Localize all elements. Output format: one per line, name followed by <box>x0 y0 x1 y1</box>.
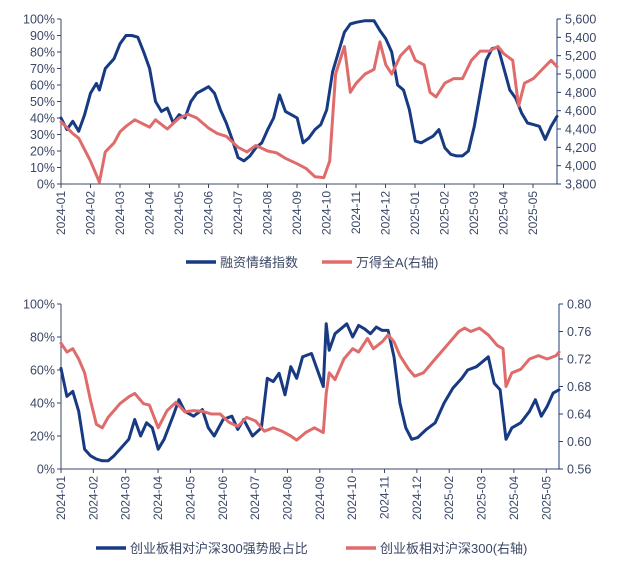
x-tick-label: 2024-03 <box>119 476 133 520</box>
x-tick-label: 2024-05 <box>183 476 197 520</box>
series-line-right-axis <box>59 326 561 442</box>
y-left-tick-label: 80% <box>30 331 55 345</box>
y-right-tick-label: 0.76 <box>567 325 591 339</box>
legend-label: 万得全A(右轴) <box>356 255 438 270</box>
y-left-tick-label: 30% <box>30 128 55 142</box>
y-right-tick-label: 5,000 <box>565 68 596 82</box>
y-right-tick-label: 0.64 <box>567 408 591 422</box>
y-right-tick-label: 4,000 <box>565 159 596 173</box>
legend-label: 融资情绪指数 <box>220 255 298 270</box>
x-tick-label: 2024-10 <box>320 191 334 235</box>
x-tick-label: 2024-02 <box>84 191 98 235</box>
x-tick-label: 2024-09 <box>313 476 327 520</box>
y-left-tick-label: 60% <box>30 364 55 378</box>
y-left-tick-label: 10% <box>30 161 55 175</box>
x-tick-label: 2024-03 <box>113 191 127 235</box>
legend-label: 创业板相对沪深300(右轴) <box>380 541 527 556</box>
legend-label: 创业板相对沪深300强势股占比 <box>130 541 308 556</box>
y-right-tick-label: 0.68 <box>567 380 591 394</box>
x-tick-label: 2024-11 <box>378 476 392 519</box>
financing-sentiment-chart: 0% 10% 20% 30% 40% 50% 60% 70% 80% 90% 100% 3,800 4,… <box>23 13 596 271</box>
x-tick-label: 2025-01 <box>408 191 422 235</box>
x-tick-label: 2025-04 <box>497 191 511 235</box>
y-left-tick-label: 40% <box>30 397 55 411</box>
y-left-tick-label: 60% <box>30 79 55 93</box>
y-left-tick-label: 0% <box>37 463 55 477</box>
chinext-strength-chart: 0% 20% 40% 60% 80% 100% 0.56 0.60 0.64 0.68 0.72 0.… <box>23 298 591 557</box>
x-tick-label: 2024-10 <box>345 476 359 520</box>
x-tick-label: 2025-02 <box>438 191 452 235</box>
x-tick-label: 2025-03 <box>467 191 481 235</box>
y-right-tick-label: 3,800 <box>565 178 596 192</box>
x-tick-label: 2024-12 <box>410 476 424 520</box>
x-tick-label: 2024-06 <box>202 191 216 235</box>
x-tick-label: 2024-01 <box>54 191 68 235</box>
series-line-right-axis <box>59 40 559 184</box>
x-tick-label: 2024-08 <box>280 476 294 520</box>
y-right-tick-label: 5,600 <box>565 13 596 27</box>
y-left-tick-label: 80% <box>30 46 55 60</box>
x-tick-label: 2024-04 <box>143 191 157 235</box>
y-left-tick-label: 100% <box>23 13 55 27</box>
y-right-tick-label: 5,200 <box>565 49 596 63</box>
x-tick-label: 2024-07 <box>231 191 245 235</box>
x-tick-label: 2024-04 <box>151 476 165 520</box>
y-right-tick-label: 0.80 <box>567 298 591 312</box>
y-left-tick-label: 20% <box>30 430 55 444</box>
y-left-tick-label: 50% <box>30 95 55 109</box>
y-right-tick-label: 0.72 <box>567 353 591 367</box>
series-line-left-axis <box>59 19 559 163</box>
y-right-tick-label: 4,400 <box>565 123 596 137</box>
y-left-tick-label: 0% <box>37 178 55 192</box>
y-left-tick-label: 70% <box>30 62 55 76</box>
x-tick-label: 2025-02 <box>442 476 456 520</box>
series-line-left-axis <box>59 322 561 463</box>
x-tick-label: 2024-08 <box>261 191 275 235</box>
y-right-tick-label: 4,600 <box>565 104 596 118</box>
y-left-tick-label: 100% <box>23 298 55 312</box>
x-tick-label: 2025-05 <box>539 476 553 520</box>
y-left-tick-label: 20% <box>30 145 55 159</box>
x-tick-label: 2024-11 <box>349 191 363 234</box>
x-tick-label: 2024-06 <box>216 476 230 520</box>
y-right-tick-label: 0.56 <box>567 463 591 477</box>
x-tick-label: 2025-04 <box>507 476 521 520</box>
y-right-tick-label: 0.60 <box>567 435 591 449</box>
x-tick-label: 2024-09 <box>290 191 304 235</box>
x-tick-label: 2025-03 <box>475 476 489 520</box>
y-right-tick-label: 4,200 <box>565 141 596 155</box>
y-right-tick-label: 4,800 <box>565 86 596 100</box>
y-left-tick-label: 40% <box>30 112 55 126</box>
x-tick-label: 2024-12 <box>379 191 393 235</box>
x-tick-label: 2024-01 <box>54 476 68 520</box>
y-left-tick-label: 90% <box>30 29 55 43</box>
x-tick-label: 2024-05 <box>172 191 186 235</box>
x-tick-label: 2024-07 <box>248 476 262 520</box>
x-tick-label: 2025-05 <box>526 191 540 235</box>
y-right-tick-label: 5,400 <box>565 31 596 45</box>
x-tick-label: 2024-02 <box>86 476 100 520</box>
